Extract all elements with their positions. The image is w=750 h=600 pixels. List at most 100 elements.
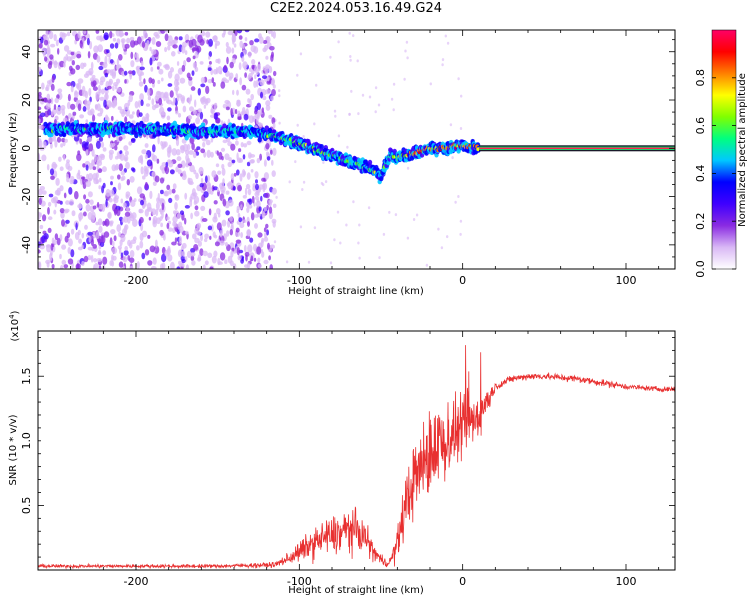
spectrogram-cell bbox=[181, 64, 186, 72]
spectrogram-cell bbox=[234, 109, 238, 114]
spectrogram-cell bbox=[123, 145, 129, 151]
spectrogram-cell bbox=[125, 194, 130, 199]
spectrogram-cell bbox=[251, 195, 255, 204]
spectrogram-cell bbox=[169, 90, 174, 98]
spectrogram-cell bbox=[117, 182, 122, 191]
spectrogram-cell bbox=[135, 52, 139, 59]
spectrogram-cell bbox=[168, 35, 173, 44]
spectrogram-cell bbox=[55, 177, 60, 186]
spectrogram-cell bbox=[159, 177, 165, 184]
spectrogram-y-axis-label: Frequency (Hz) bbox=[8, 112, 19, 188]
spectrogram-cell bbox=[92, 205, 97, 210]
spectrogram-cell bbox=[229, 61, 234, 69]
spectrogram-cell bbox=[235, 230, 241, 237]
spectrogram-cell bbox=[192, 152, 197, 159]
spectrogram-cell bbox=[38, 42, 43, 49]
spectrogram-cell bbox=[216, 150, 219, 156]
spectrogram-cell bbox=[97, 44, 103, 53]
spectrogram-cell bbox=[197, 113, 200, 118]
spectrogram-cell bbox=[108, 197, 113, 203]
spectrogram-cell bbox=[225, 210, 230, 216]
spectrogram-cell bbox=[98, 265, 102, 269]
spectrogram-cell bbox=[161, 202, 165, 211]
spectrogram-cell bbox=[406, 166, 410, 170]
spectrogram-cell bbox=[126, 206, 130, 213]
spectrogram-cell bbox=[141, 149, 147, 155]
spectrogram-cell bbox=[296, 123, 299, 127]
spectrogram-cell bbox=[219, 229, 223, 238]
spectrogram-cell bbox=[92, 80, 97, 87]
spectrogram-cell bbox=[247, 244, 253, 253]
spectrogram-cell bbox=[48, 60, 53, 65]
spectrogram-cell bbox=[264, 44, 269, 51]
spectrogram-cell bbox=[186, 143, 191, 151]
spectrogram-cell bbox=[98, 84, 101, 92]
x-tick-label: -100 bbox=[287, 575, 312, 588]
spectrogram-cell bbox=[195, 172, 199, 180]
spectrogram-cell bbox=[109, 59, 114, 64]
spectrogram-cell bbox=[294, 160, 297, 164]
spectrogram-cell bbox=[196, 230, 201, 236]
spectrogram-cell bbox=[224, 99, 230, 105]
spectrogram-cell bbox=[265, 104, 271, 111]
spectrogram-cell bbox=[77, 169, 81, 176]
spectrogram-cell bbox=[85, 180, 92, 187]
spectrogram-cell bbox=[50, 97, 54, 105]
spectrogram-cell bbox=[263, 40, 268, 44]
spectrogram-cell bbox=[255, 79, 259, 88]
spectrogram-cell bbox=[159, 208, 163, 215]
spectrogram-cell bbox=[107, 85, 112, 90]
spectrogram-cell bbox=[172, 44, 178, 49]
spectrogram-cell bbox=[102, 147, 107, 152]
spectrogram-cell bbox=[118, 261, 124, 268]
spectrogram-cell bbox=[128, 242, 133, 249]
spectrogram-cell bbox=[152, 144, 156, 153]
spectrogram-cell bbox=[255, 117, 259, 125]
spectrogram-cell bbox=[109, 189, 115, 197]
spectrogram-cell bbox=[56, 106, 62, 115]
spectrogram-cell bbox=[217, 170, 222, 175]
spectrogram-cell bbox=[267, 30, 272, 35]
spectrogram-cell bbox=[227, 219, 231, 228]
spectrogram-cell bbox=[124, 31, 129, 36]
spectrogram-cell bbox=[378, 256, 381, 260]
spectrogram-cell bbox=[242, 219, 247, 224]
spectrogram-cell bbox=[121, 218, 125, 223]
spectrogram-cell bbox=[59, 253, 62, 260]
spectrogram-cell bbox=[406, 56, 409, 60]
spectrogram-cell bbox=[249, 237, 254, 243]
spectrogram-cell bbox=[86, 100, 91, 106]
spectrogram-cell bbox=[236, 99, 241, 107]
spectrogram-cell bbox=[207, 79, 213, 84]
spectrogram-cell bbox=[177, 223, 181, 230]
spectrogram-cell bbox=[85, 149, 89, 157]
spectrogram-cell bbox=[190, 86, 196, 91]
snr-x-ticks: -200 -100 0 100 bbox=[37, 331, 660, 588]
spectrogram-cell bbox=[253, 257, 257, 262]
spectrogram-cell bbox=[124, 79, 127, 84]
spectrogram-cell bbox=[238, 148, 242, 153]
spectrogram-cell bbox=[177, 113, 182, 118]
spectrogram-cell bbox=[140, 199, 144, 206]
spectrogram-cell bbox=[459, 219, 463, 223]
spectrogram-cell bbox=[40, 36, 44, 44]
spectrogram-cell bbox=[111, 68, 117, 77]
spectrogram-cell bbox=[406, 236, 410, 240]
spectrogram-cell bbox=[228, 76, 232, 81]
spectrogram-cell bbox=[188, 150, 194, 155]
spectrogram-cell bbox=[114, 42, 119, 49]
spectrogram-cell bbox=[112, 85, 115, 91]
spectrogram-cell bbox=[212, 186, 218, 191]
spectrogram-cell bbox=[173, 222, 178, 228]
spectrogram-cell bbox=[191, 70, 195, 76]
spectrogram-cell bbox=[107, 211, 112, 219]
spectrogram-cell bbox=[374, 110, 377, 114]
spectrogram-cell bbox=[333, 238, 336, 242]
spectrogram-cell bbox=[231, 47, 235, 54]
spectrogram-cell bbox=[226, 137, 231, 143]
spectrogram-cell bbox=[258, 184, 264, 190]
spectrogram-ridge-cell bbox=[134, 133, 139, 139]
spectrogram-cell bbox=[119, 150, 123, 155]
spectrogram-cell bbox=[43, 39, 49, 46]
